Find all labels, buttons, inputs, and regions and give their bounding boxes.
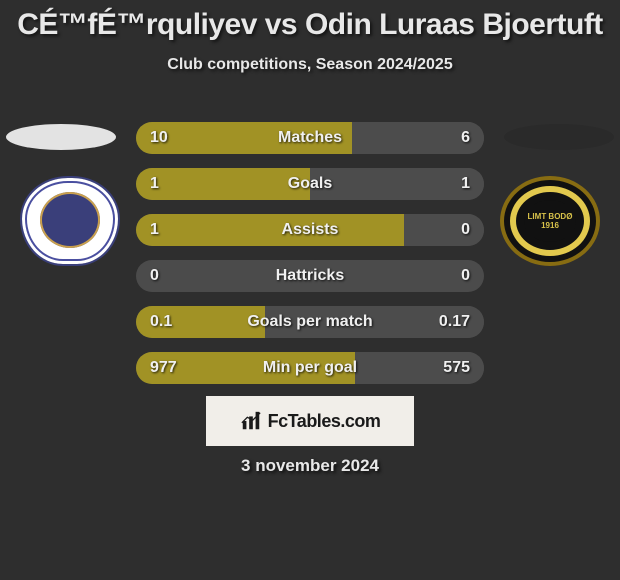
- page-title: CÉ™fÉ™rquliyev vs Odin Luraas Bjoertuft: [0, 0, 620, 42]
- stat-value-right: 0: [461, 214, 470, 246]
- stat-fill-left: [136, 122, 352, 154]
- stat-value-right: 1: [461, 168, 470, 200]
- stat-label: Hattricks: [136, 260, 484, 292]
- stat-fill-right: [310, 168, 484, 200]
- page-subtitle: Club competitions, Season 2024/2025: [0, 56, 620, 74]
- bodo-glimt-roundel-icon: LIMT BODØ 1916: [500, 176, 600, 266]
- stat-value-left: 0.1: [150, 306, 172, 338]
- stat-value-left: 1: [150, 214, 159, 246]
- qarabag-shield-icon: [20, 176, 120, 266]
- stat-value-left: 0: [150, 260, 159, 292]
- club-badge-right: LIMT BODØ 1916: [500, 176, 600, 266]
- player-left-avatar-oval: [6, 124, 116, 150]
- stat-value-right: 6: [461, 122, 470, 154]
- brand-text: FcTables.com: [268, 411, 381, 432]
- club-badge-left: [20, 176, 120, 266]
- stat-row: 0 0Hattricks: [136, 260, 484, 292]
- stat-value-right: 0.17: [439, 306, 470, 338]
- stat-value-right: 575: [443, 352, 470, 384]
- stat-fill-left: [136, 168, 310, 200]
- brand-box: FcTables.com: [206, 396, 414, 446]
- date-text: 3 november 2024: [0, 456, 620, 476]
- stat-row: 0.10.17Goals per match: [136, 306, 484, 338]
- stat-row: 11Goals: [136, 168, 484, 200]
- stat-row: 10Assists: [136, 214, 484, 246]
- stat-value-left: 1: [150, 168, 159, 200]
- stat-bars: 106Matches11Goals10Assists00Hattricks0.1…: [136, 122, 484, 398]
- player-right-avatar-oval: [504, 124, 614, 150]
- stat-fill-left: [136, 214, 404, 246]
- fctables-logo-icon: [240, 410, 262, 432]
- stat-row: 977575Min per goal: [136, 352, 484, 384]
- bodo-badge-text: LIMT BODØ 1916: [524, 200, 576, 242]
- stat-value-left: 10: [150, 122, 168, 154]
- comparison-card: CÉ™fÉ™rquliyev vs Odin Luraas Bjoertuft …: [0, 0, 620, 580]
- stat-fill-right: [404, 214, 484, 246]
- stat-value-right: 0: [461, 260, 470, 292]
- stat-row: 106Matches: [136, 122, 484, 154]
- stat-value-left: 977: [150, 352, 177, 384]
